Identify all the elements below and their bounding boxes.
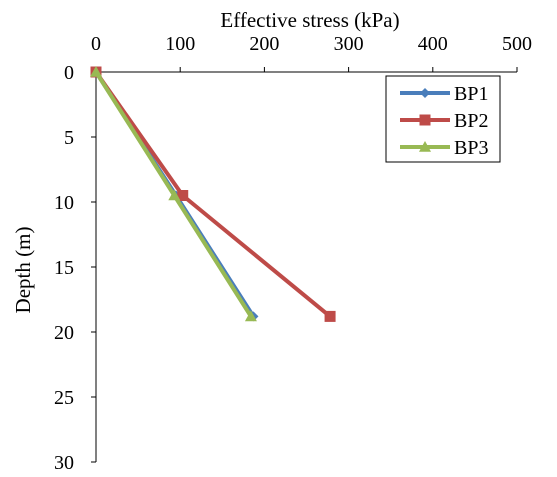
data-point-bp2	[324, 310, 336, 322]
legend-label-bp3: BP3	[454, 137, 488, 159]
legend-marker-bp3	[419, 141, 431, 152]
axes: 0 100 200 300 400 500 0 5 10 15 20 25 30	[54, 33, 532, 474]
y-tick-label: 10	[54, 192, 74, 214]
data-point-bp3	[168, 189, 181, 201]
y-tick-label: 25	[54, 387, 74, 409]
legend-label-bp2: BP2	[454, 110, 488, 132]
series-bp3	[90, 66, 257, 322]
x-axis-title: Effective stress (kPa)	[220, 8, 399, 32]
legend-marker-bp2	[419, 114, 431, 126]
legend-marker-bp1	[420, 88, 430, 98]
series-layer	[90, 66, 336, 322]
data-point-bp3	[90, 66, 102, 77]
x-tick-label: 100	[165, 33, 195, 55]
x-tick-label: 200	[249, 33, 279, 55]
y-tick-label: 15	[54, 257, 74, 279]
x-tick-label: 500	[502, 33, 532, 55]
legend-label-bp1: BP1	[454, 83, 488, 105]
x-tick-label: 300	[334, 33, 364, 55]
y-tick-label: 0	[64, 62, 74, 84]
y-tick-label: 5	[64, 127, 74, 149]
y-tick-label: 20	[54, 322, 74, 344]
series-bp2	[90, 66, 336, 322]
data-point-bp3	[244, 310, 257, 322]
data-point-bp2	[177, 190, 189, 201]
y-axis-title: Depth (m)	[11, 227, 35, 314]
x-tick-label: 0	[91, 33, 101, 55]
y-tick-label: 30	[54, 452, 74, 474]
legend: BP1 BP2 BP3	[385, 75, 501, 163]
x-tick-label: 400	[418, 33, 448, 55]
series-line-bp2	[94, 70, 332, 318]
